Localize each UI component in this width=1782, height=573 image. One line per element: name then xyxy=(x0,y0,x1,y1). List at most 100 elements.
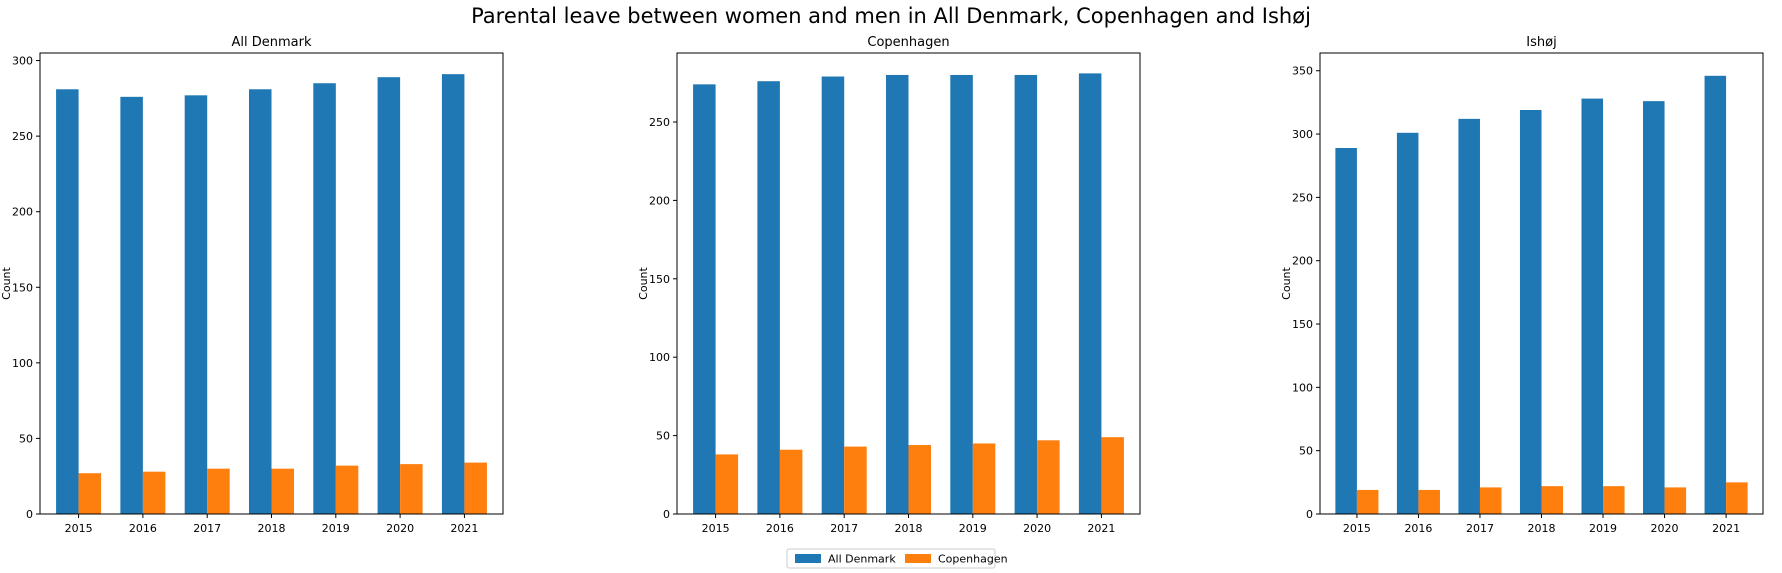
bar-all-denmark-2017 xyxy=(821,76,845,515)
bar-all-denmark-2015 xyxy=(56,89,79,514)
bar-all-denmark-2021 xyxy=(441,74,465,514)
y-tick-label: 50 xyxy=(1299,445,1313,458)
subplot-title: All Denmark xyxy=(232,35,312,50)
figure-title: Parental leave between women and men in … xyxy=(471,4,1311,28)
y-tick-label: 150 xyxy=(12,281,33,294)
x-tick-label: 2015 xyxy=(702,522,730,535)
x-tick-label: 2019 xyxy=(1589,522,1617,535)
x-tick-label: 2021 xyxy=(450,522,478,535)
y-tick-label: 200 xyxy=(1292,255,1313,268)
x-tick-label: 2020 xyxy=(1651,522,1679,535)
y-tick-label: 300 xyxy=(12,55,33,68)
subplots: 0 50 100 150 200 250 300 2015 2016 2017 2018 2019 20… xyxy=(0,35,1764,535)
bar-copenhagen-2021 xyxy=(1101,437,1124,514)
y-tick-label: 0 xyxy=(663,508,670,521)
bar-copenhagen-2019 xyxy=(335,465,359,514)
y-tick-label: 100 xyxy=(12,357,33,370)
y-tick-label: 100 xyxy=(1292,381,1313,394)
legend-box xyxy=(786,548,996,569)
bar-all-denmark-2015 xyxy=(693,84,716,515)
subplot-2: 0 50 100 150 200 250 2015 2016 2017 2018 2019 2020 2… xyxy=(637,35,1141,535)
bar-copenhagen-2018 xyxy=(908,445,932,514)
y-tick-label: 200 xyxy=(12,206,33,219)
bar-all-denmark-2016 xyxy=(120,96,143,514)
bar-copenhagen-2020 xyxy=(1664,487,1687,514)
bar-all-denmark-2021 xyxy=(1704,75,1727,515)
bar-all-denmark-2018 xyxy=(248,89,272,514)
x-tick-label: 2017 xyxy=(193,522,221,535)
x-tick-label: 2018 xyxy=(1528,522,1556,535)
bar-copenhagen-2021 xyxy=(1726,482,1748,514)
x-tick-label: 2019 xyxy=(322,522,350,535)
x-tick-label: 2018 xyxy=(895,522,923,535)
bar-copenhagen-2016 xyxy=(1418,489,1440,514)
x-tick-label: 2021 xyxy=(1087,522,1115,535)
y-tick-label: 100 xyxy=(649,351,670,364)
bar-copenhagen-2021 xyxy=(464,462,487,514)
bar-copenhagen-2015 xyxy=(78,473,102,514)
legend-swatch-2 xyxy=(905,554,931,563)
bar-all-denmark-2018 xyxy=(885,74,909,514)
bar-copenhagen-2016 xyxy=(779,449,803,514)
x-tick-label: 2016 xyxy=(1404,522,1432,535)
bar-copenhagen-2020 xyxy=(400,464,423,514)
y-tick-label: 0 xyxy=(26,508,33,521)
subplot-title: Ishøj xyxy=(1526,35,1556,50)
bar-all-denmark-2019 xyxy=(1581,98,1604,514)
y-axis-label: Count xyxy=(0,266,13,299)
bar-all-denmark-2020 xyxy=(1014,74,1038,514)
y-tick-label: 150 xyxy=(1292,318,1313,331)
x-tick-label: 2016 xyxy=(766,522,794,535)
legend-label-1: All Denmark xyxy=(828,553,896,566)
bar-all-denmark-2018 xyxy=(1519,109,1542,515)
x-tick-label: 2015 xyxy=(65,522,93,535)
y-tick-label: 350 xyxy=(1292,65,1313,78)
y-tick-label: 250 xyxy=(12,130,33,143)
bar-copenhagen-2017 xyxy=(207,468,230,514)
y-tick-label: 0 xyxy=(1306,508,1313,521)
y-tick-label: 50 xyxy=(19,432,33,445)
bar-copenhagen-2017 xyxy=(1479,487,1502,514)
bar-all-denmark-2019 xyxy=(313,83,336,514)
x-tick-label: 2017 xyxy=(1466,522,1494,535)
bar-all-denmark-2020 xyxy=(377,77,401,515)
subplot-1: 0 50 100 150 200 250 300 2015 2016 2017 2018 2019 20… xyxy=(0,35,504,535)
x-tick-label: 2016 xyxy=(129,522,157,535)
x-tick-label: 2020 xyxy=(1023,522,1051,535)
y-axis-label: Count xyxy=(1280,266,1293,299)
legend-label-2: Copenhagen xyxy=(938,553,1008,566)
legend: All Denmark Copenhagen xyxy=(786,548,1008,569)
bar-copenhagen-2019 xyxy=(1603,486,1625,514)
bar-all-denmark-2021 xyxy=(1078,73,1102,514)
bar-copenhagen-2016 xyxy=(142,471,166,514)
bar-all-denmark-2019 xyxy=(950,74,973,514)
bar-copenhagen-2019 xyxy=(972,443,996,514)
bar-all-denmark-2017 xyxy=(1458,118,1480,515)
subplot-title: Copenhagen xyxy=(867,35,949,50)
bar-all-denmark-2016 xyxy=(1396,132,1419,515)
y-tick-label: 50 xyxy=(656,430,670,443)
y-tick-label: 250 xyxy=(1292,191,1313,204)
x-tick-label: 2017 xyxy=(830,522,858,535)
bar-copenhagen-2017 xyxy=(844,446,867,514)
bar-all-denmark-2016 xyxy=(757,81,780,514)
bar-copenhagen-2020 xyxy=(1037,440,1060,514)
y-tick-label: 200 xyxy=(649,194,670,207)
x-tick-label: 2018 xyxy=(258,522,286,535)
bar-copenhagen-2018 xyxy=(271,468,295,514)
bar-all-denmark-2015 xyxy=(1335,147,1357,515)
y-tick-label: 300 xyxy=(1292,128,1313,141)
y-tick-label: 150 xyxy=(649,273,670,286)
y-axis-label: Count xyxy=(637,266,650,299)
legend-swatch-1 xyxy=(795,554,821,563)
x-tick-label: 2015 xyxy=(1343,522,1371,535)
x-tick-label: 2021 xyxy=(1712,522,1740,535)
bar-all-denmark-2017 xyxy=(184,95,208,514)
bar-copenhagen-2018 xyxy=(1541,486,1564,514)
bar-all-denmark-2020 xyxy=(1643,101,1665,514)
subplot-3: 0 50 100 150 200 250 300 350 2015 2016 2017 2018 201… xyxy=(1280,35,1764,535)
y-tick-label: 250 xyxy=(649,116,670,129)
x-tick-label: 2020 xyxy=(386,522,414,535)
